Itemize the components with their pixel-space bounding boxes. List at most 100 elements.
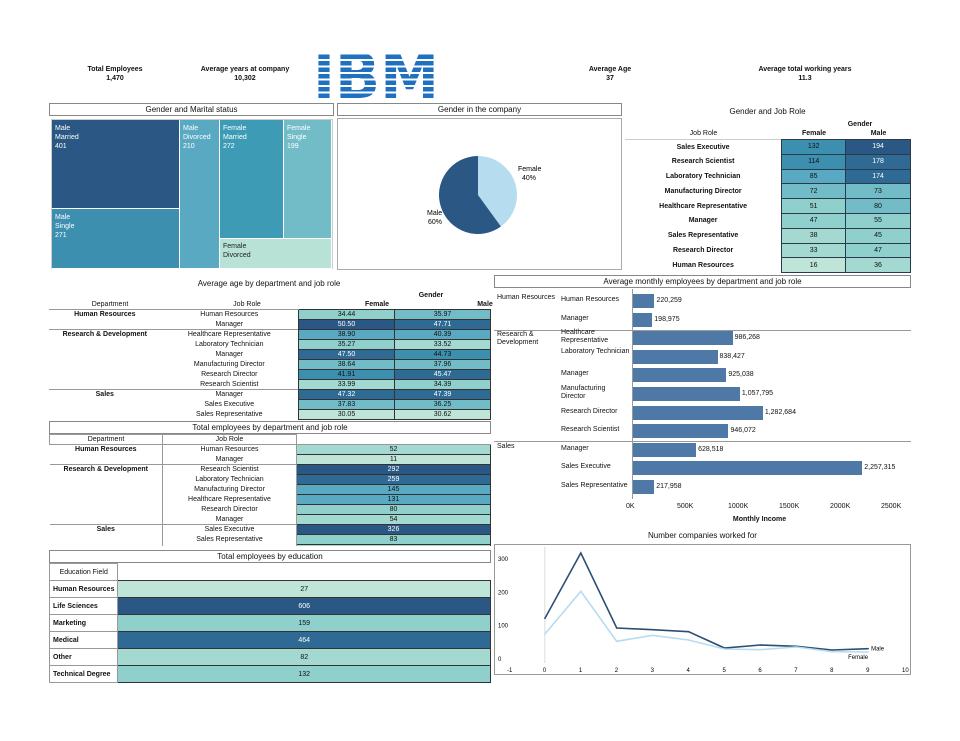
cell-female[interactable]: 35.27 (297, 339, 395, 350)
treemap-cell-male-married[interactable]: Male Married 401 (52, 120, 180, 209)
income-bar[interactable] (632, 294, 655, 308)
cell-female[interactable]: 34.44 (297, 309, 395, 320)
cell-female[interactable]: 38 (781, 227, 847, 244)
cell-value[interactable]: 145 (296, 484, 491, 495)
income-bar[interactable] (632, 442, 697, 457)
pie-slice-male[interactable] (439, 156, 501, 234)
cell-male[interactable]: 178 (845, 153, 911, 170)
cell-male[interactable]: 80 (845, 198, 911, 214)
cell-male[interactable]: 73 (845, 183, 911, 200)
cell-female[interactable]: 47.50 (297, 349, 395, 360)
income-bar[interactable] (632, 312, 653, 327)
data-point[interactable] (867, 647, 869, 650)
data-point[interactable] (687, 639, 690, 641)
cell-female[interactable]: 132 (781, 139, 847, 155)
data-point[interactable] (651, 634, 654, 637)
cell-female[interactable]: 51 (781, 198, 847, 214)
cell-female[interactable]: 30.05 (297, 409, 395, 420)
data-point[interactable] (759, 648, 762, 651)
cell-value[interactable]: 132 (117, 665, 491, 683)
cell-value[interactable]: 54 (296, 514, 491, 525)
cell-female[interactable]: 33.99 (297, 379, 395, 390)
cell-female[interactable]: 38.64 (297, 359, 395, 370)
cell-female[interactable]: 85 (781, 168, 847, 185)
treemap-label: Male (55, 125, 71, 132)
cell-value[interactable]: 159 (117, 614, 491, 632)
cell-male[interactable]: 36 (845, 257, 911, 274)
cell-value[interactable]: 11 (296, 454, 491, 465)
income-bar[interactable] (632, 368, 727, 383)
cell-value[interactable]: 464 (117, 631, 491, 649)
cell-male[interactable]: 47.71 (393, 319, 492, 330)
cell-female[interactable]: 33 (781, 242, 847, 259)
cell-male[interactable]: 30.62 (393, 409, 492, 420)
cell-value[interactable]: 27 (117, 580, 491, 598)
cell-value[interactable]: 52 (296, 444, 491, 455)
cell-female[interactable]: 37.83 (297, 399, 395, 410)
pie-slice-female[interactable] (478, 156, 517, 227)
cell-male[interactable]: 47.39 (393, 389, 492, 400)
cell-value[interactable]: 606 (117, 597, 491, 615)
data-point[interactable] (687, 630, 690, 633)
income-bar[interactable] (632, 424, 729, 439)
cell-female[interactable]: 16 (781, 257, 847, 274)
cell-male[interactable]: 37.96 (393, 359, 492, 370)
series-line-male[interactable] (544, 551, 869, 651)
data-point[interactable] (795, 646, 798, 648)
cell-male[interactable]: 40.39 (393, 329, 492, 340)
treemap-cell-male-single[interactable]: Male Single 271 (52, 209, 180, 269)
data-point[interactable] (867, 651, 869, 653)
treemap-label: Single (287, 134, 307, 141)
cell-male[interactable]: 35.97 (393, 309, 492, 320)
cell-value[interactable]: 80 (296, 504, 491, 515)
data-point[interactable] (723, 648, 726, 650)
cell-female[interactable]: 38.90 (297, 329, 395, 340)
cell-value[interactable]: 37 (296, 544, 491, 546)
cell-value[interactable]: 82 (117, 648, 491, 666)
cell-value[interactable]: 292 (296, 464, 491, 475)
income-bar[interactable] (632, 480, 655, 494)
cell-male[interactable]: 45 (845, 227, 911, 244)
data-point[interactable] (651, 628, 654, 631)
cell-female[interactable]: 72 (781, 183, 847, 200)
income-bar[interactable] (632, 387, 740, 401)
cell-value[interactable]: 131 (296, 494, 491, 505)
cell-male[interactable]: 34.39 (393, 379, 492, 390)
cell-male[interactable]: 174 (845, 168, 911, 185)
cell-male[interactable]: 47 (845, 242, 911, 259)
income-bar[interactable] (632, 331, 733, 346)
cell-value[interactable]: 259 (296, 474, 491, 485)
data-point[interactable] (759, 644, 762, 646)
cell-male[interactable]: 44.73 (393, 349, 492, 360)
data-point[interactable] (544, 617, 546, 620)
cell-male[interactable]: 45.47 (393, 369, 492, 380)
data-point[interactable] (831, 649, 833, 651)
treemap-cell-female-single[interactable]: Female Single 199 (284, 120, 332, 239)
treemap-cell-male-divorced[interactable]: Male Divorced 210 (180, 120, 220, 269)
data-point[interactable] (615, 640, 618, 643)
series-line-female[interactable] (544, 590, 869, 653)
income-bar[interactable] (632, 349, 718, 364)
treemap-cell-female-married[interactable]: Female Married 272 (220, 120, 284, 239)
cell-male[interactable]: 55 (845, 212, 911, 229)
income-bar[interactable] (632, 461, 863, 476)
age-col-female: Female (364, 301, 390, 308)
data-point[interactable] (544, 633, 546, 635)
data-point[interactable] (615, 627, 618, 629)
cell-male[interactable]: 33.52 (393, 339, 492, 350)
income-bar[interactable] (632, 405, 763, 420)
cell-female[interactable]: 50.50 (297, 319, 395, 330)
data-point[interactable] (831, 650, 833, 653)
cell-female[interactable]: 47 (781, 212, 847, 229)
cell-female[interactable]: 41.91 (297, 369, 395, 380)
row-label: Laboratory Technician (665, 172, 741, 180)
cell-value[interactable]: 83 (296, 534, 491, 545)
cell-male[interactable]: 36.25 (393, 399, 492, 410)
treemap-cell-female-divorced[interactable]: Female Divorced (220, 239, 332, 269)
data-point[interactable] (580, 552, 582, 554)
cell-female[interactable]: 114 (781, 153, 847, 170)
cell-value[interactable]: 326 (296, 524, 491, 535)
cell-female[interactable]: 47.32 (297, 389, 395, 400)
data-point[interactable] (580, 590, 582, 593)
cell-male[interactable]: 194 (845, 139, 911, 155)
